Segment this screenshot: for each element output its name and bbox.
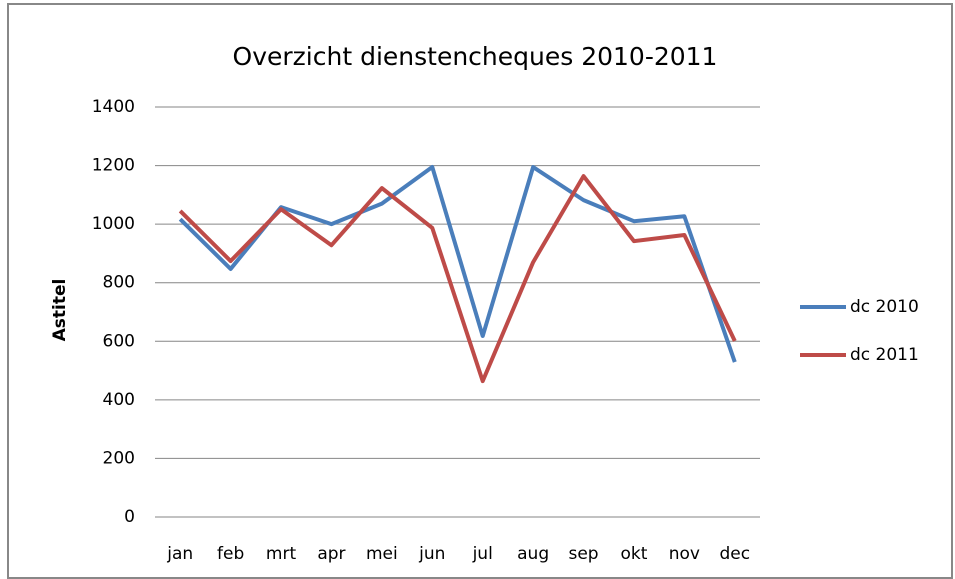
y-tick-label: 1200 xyxy=(92,156,135,176)
x-tick-label: jul xyxy=(472,544,493,564)
y-tick-label: 800 xyxy=(103,273,135,293)
y-tick-label: 200 xyxy=(103,448,135,468)
x-tick-label: aug xyxy=(517,544,549,564)
x-tick-label: apr xyxy=(317,544,345,564)
legend-label: dc 2011 xyxy=(850,345,919,365)
y-tick-label: 600 xyxy=(103,331,135,351)
x-tick-label: okt xyxy=(620,544,647,564)
x-tick-label: nov xyxy=(669,544,700,564)
legend-label: dc 2010 xyxy=(850,297,919,317)
x-tick-label: mei xyxy=(366,544,398,564)
x-tick-label: jan xyxy=(166,544,193,564)
y-tick-label: 0 xyxy=(124,507,135,527)
x-tick-label: jun xyxy=(418,544,445,564)
chart-border xyxy=(7,3,953,579)
y-tick-label: 1000 xyxy=(92,214,135,234)
x-tick-label: dec xyxy=(719,544,750,564)
y-tick-label: 1400 xyxy=(92,97,135,117)
x-tick-label: mrt xyxy=(266,544,297,564)
y-tick-label: 400 xyxy=(103,390,135,410)
chart-title: Overzicht dienstencheques 2010-2011 xyxy=(233,42,718,71)
series-line xyxy=(178,174,737,384)
y-axis-label: Astitel xyxy=(50,279,70,342)
x-tick-label: sep xyxy=(568,544,598,564)
x-tick-label: feb xyxy=(217,544,244,564)
